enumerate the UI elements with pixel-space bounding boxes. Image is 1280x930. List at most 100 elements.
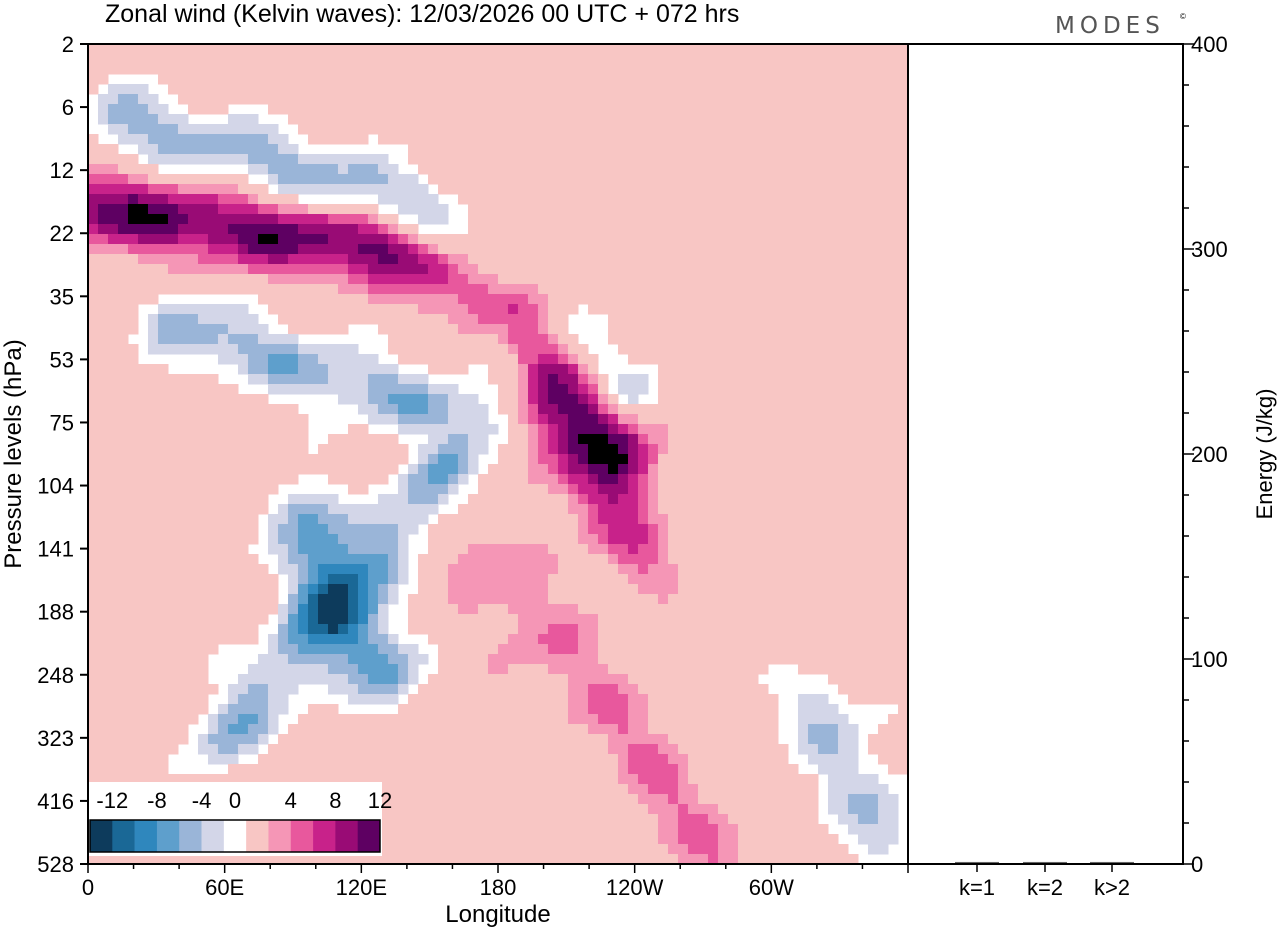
heatmap-cell [218,204,229,215]
heatmap-cell [768,184,779,195]
heatmap-cell [188,654,199,665]
heatmap-cell [318,604,329,615]
heatmap-cell [858,374,869,385]
heatmap-cell [578,644,589,655]
heatmap-cell [608,594,619,605]
heatmap-cell [738,134,749,145]
heatmap-cell [548,554,559,565]
heatmap-cell [738,204,749,215]
heatmap-cell [538,504,549,515]
heatmap-cell [458,114,469,125]
heatmap-cell [288,284,299,295]
heatmap-cell [278,384,289,395]
heatmap-cell [368,104,379,115]
heatmap-cell [588,644,599,655]
heatmap-cell [728,464,739,475]
heatmap-cell [358,484,369,495]
heatmap-cell [698,324,709,335]
heatmap-cell [788,174,799,185]
heatmap-cell [288,84,299,95]
heatmap-cell [198,584,209,595]
heatmap-cell [508,364,519,375]
heatmap-cell [498,314,509,325]
heatmap-cell [688,144,699,155]
heatmap-cell [88,304,99,315]
heatmap-cell [298,384,309,395]
heatmap-cell [368,54,379,65]
heatmap-cell [288,164,299,175]
heatmap-cell [798,284,809,295]
heatmap-cell [88,454,99,465]
heatmap-cell [228,134,239,145]
heatmap-cell [788,334,799,345]
heatmap-cell [728,644,739,655]
heatmap-cell [138,644,149,655]
heatmap-cell [498,94,509,105]
heatmap-cell [378,244,389,255]
heatmap-cell [348,254,359,265]
heatmap-cell [438,324,449,335]
heatmap-cell [348,204,359,215]
heatmap-cell [888,254,899,265]
heatmap-cell [118,64,129,75]
heatmap-cell [488,204,499,215]
heatmap-cell [298,654,309,665]
heatmap-cell [218,44,229,55]
heatmap-cell [508,174,519,185]
heatmap-cell [208,314,219,325]
heatmap-cell [898,204,909,215]
heatmap-cell [358,514,369,525]
heatmap-cell [748,434,759,445]
heatmap-cell [408,344,419,355]
heatmap-cell [508,404,519,415]
heatmap-cell [688,584,699,595]
heatmap-cell [198,104,209,115]
heatmap-cell [708,534,719,545]
heatmap-cell [778,244,789,255]
heatmap-cell [298,184,309,195]
heatmap-cell [278,234,289,245]
heatmap-cell [878,224,889,235]
heatmap-cell [128,614,139,625]
heatmap-cell [268,54,279,65]
heatmap-cell [508,524,519,535]
heatmap-cell [378,684,389,695]
heatmap-cell [718,364,729,375]
heatmap-cell [848,254,859,265]
heatmap-cell [198,694,209,705]
heatmap-cell [168,214,179,225]
heatmap-cell [298,64,309,75]
heatmap-cell [598,574,609,585]
heatmap-cell [688,154,699,165]
heatmap-cell [208,144,219,155]
heatmap-cell [248,284,259,295]
heatmap-cell [518,484,529,495]
heatmap-cell [328,354,339,365]
heatmap-cell [148,394,159,405]
heatmap-cell [778,514,789,525]
heatmap-cell [828,234,839,245]
heatmap-cell [588,214,599,225]
heatmap-cell [828,604,839,615]
heatmap-cell [488,184,499,195]
heatmap-cell [348,134,359,145]
heatmap-cell [528,454,539,465]
heatmap-cell [88,64,99,75]
heatmap-cell [198,214,209,225]
heatmap-cell [428,604,439,615]
heatmap-cell [838,184,849,195]
heatmap-cell [278,184,289,195]
heatmap-cell [668,274,679,285]
heatmap-cell [98,664,109,675]
heatmap-cell [848,624,859,635]
heatmap-cell [808,134,819,145]
heatmap-cell [458,394,469,405]
heatmap-cell [378,184,389,195]
heatmap-cell [238,694,249,705]
heatmap-cell [218,304,229,315]
heatmap-cell [618,634,629,645]
heatmap-cell [868,144,879,155]
heatmap-cell [868,184,879,195]
heatmap-cell [368,664,379,675]
heatmap-cell [418,194,429,205]
